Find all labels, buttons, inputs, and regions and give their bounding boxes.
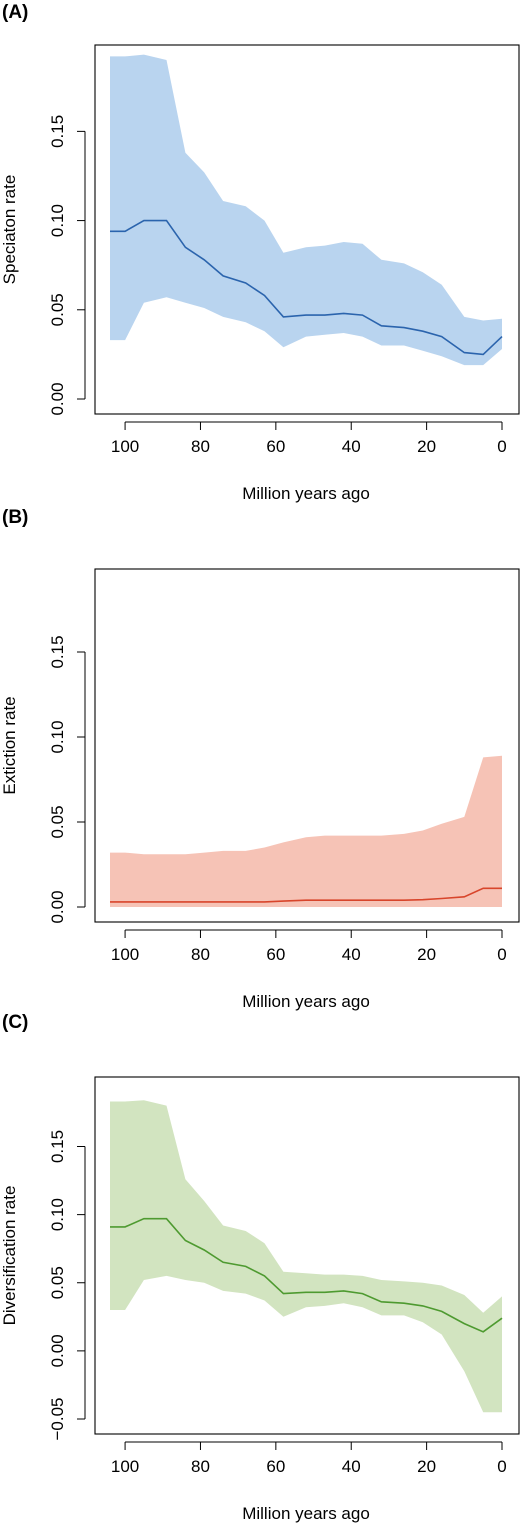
mean-rate-line <box>110 1217 503 1333</box>
x-tick-label: 40 <box>342 1457 361 1476</box>
plot-frame <box>94 1076 520 1435</box>
x-tick-label: 20 <box>417 1457 436 1476</box>
y-tick-label: 0.10 <box>48 204 67 237</box>
extinction-rate-chart: 100 80 60 40 20 0 Million years ago 0.00 0.05 0.1… <box>0 568 520 1011</box>
x-tick-label: 60 <box>266 1457 285 1476</box>
mean-rate-line <box>110 219 503 356</box>
x-tick-label: 20 <box>417 945 436 964</box>
x-tick-label: 0 <box>497 437 506 456</box>
y-tick-label: 0.05 <box>48 1266 67 1299</box>
y-tick-label: 0.10 <box>48 1198 67 1231</box>
panel-label: (C) <box>2 1012 29 1033</box>
plot-frame <box>94 44 520 415</box>
speciation-rate-panel: (A) 100 80 60 40 20 0 Million years ago 0.00 0.0… <box>0 0 520 520</box>
x-tick-label: 40 <box>342 945 361 964</box>
y-tick-label: 0.05 <box>48 293 67 326</box>
confidence-band <box>110 1100 502 1413</box>
extinction-rate-panel: (B) 100 80 60 40 20 0 Million years ago 0.00 0.0… <box>0 505 520 1025</box>
panel-label: (A) <box>2 2 29 23</box>
x-tick-label: 60 <box>266 437 285 456</box>
x-tick-label: 100 <box>111 945 139 964</box>
plot-frame <box>94 568 520 923</box>
x-tick-label: 100 <box>111 1457 139 1476</box>
x-tick-label: 80 <box>191 1457 210 1476</box>
x-tick-label: 0 <box>497 945 506 964</box>
mean-rate-line <box>110 887 502 903</box>
y-axis-label: Speciaton rate <box>0 175 19 285</box>
x-tick-label: 60 <box>266 945 285 964</box>
x-axis-label: Million years ago <box>242 992 370 1011</box>
y-tick-label: 0.15 <box>48 635 67 668</box>
x-tick-label: 40 <box>342 437 361 456</box>
panel-label: (B) <box>2 507 29 528</box>
y-tick-label: 0.05 <box>48 805 67 838</box>
y-axis-label: Diversification rate <box>0 1186 19 1326</box>
x-tick-label: 80 <box>191 945 210 964</box>
y-tick-label: −0.05 <box>48 1397 67 1440</box>
y-tick-label: 0.00 <box>48 890 67 923</box>
x-axis-label: Million years ago <box>242 1504 370 1523</box>
confidence-band <box>110 755 502 907</box>
y-tick-label: 0.15 <box>48 1130 67 1163</box>
confidence-band <box>110 54 502 366</box>
speciation-rate-chart: 100 80 60 40 20 0 Million years ago 0.00 0.05 0.1… <box>0 44 520 503</box>
diversification-rate-panel: (C) 100 80 60 40 20 0 Million years ago −0.05 0.… <box>0 1010 520 1527</box>
x-tick-label: 0 <box>497 1457 506 1476</box>
y-axis-label: Extiction rate <box>0 696 19 794</box>
y-tick-label: 0.10 <box>48 720 67 753</box>
x-axis-label: Million years ago <box>242 484 370 503</box>
x-tick-label: 20 <box>417 437 436 456</box>
x-tick-label: 80 <box>191 437 210 456</box>
y-tick-label: 0.15 <box>48 115 67 148</box>
y-tick-label: 0.00 <box>48 382 67 415</box>
diversification-rate-chart: 100 80 60 40 20 0 Million years ago −0.05 0.00 0.… <box>0 1076 520 1523</box>
x-tick-label: 100 <box>111 437 139 456</box>
y-tick-label: 0.00 <box>48 1334 67 1367</box>
